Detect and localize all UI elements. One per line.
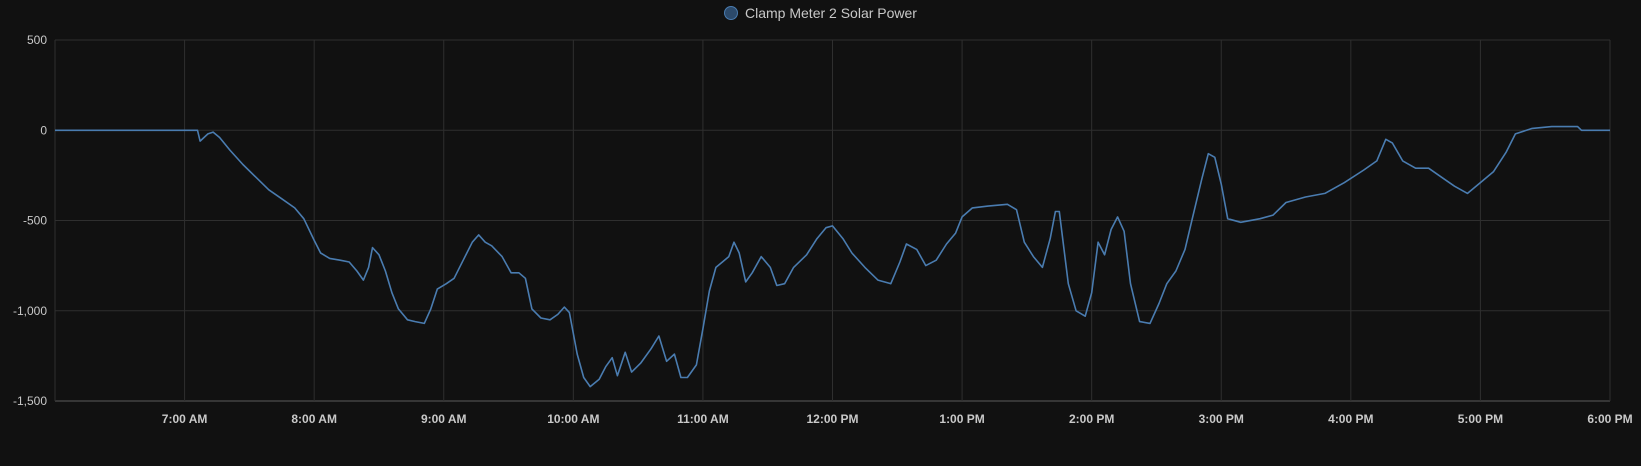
x-tick-label: 5:00 PM	[1458, 412, 1503, 426]
x-tick-label: 7:00 AM	[162, 412, 208, 426]
x-tick-label: 12:00 PM	[806, 412, 858, 426]
series-line	[55, 125, 1610, 388]
x-tick-label: 9:00 AM	[421, 412, 467, 426]
legend-label[interactable]: Clamp Meter 2 Solar Power	[745, 5, 917, 21]
x-tick-label: 11:00 AM	[677, 412, 729, 426]
x-tick-label: 6:00 PM	[1587, 412, 1632, 426]
x-tick-label: 8:00 AM	[291, 412, 337, 426]
x-tick-label: 4:00 PM	[1328, 412, 1373, 426]
y-tick-label: -500	[23, 214, 47, 228]
x-tick-label: 10:00 AM	[547, 412, 599, 426]
legend: Clamp Meter 2 Solar Power	[0, 5, 1641, 21]
x-tick-label: 3:00 PM	[1199, 412, 1244, 426]
x-tick-label: 2:00 PM	[1069, 412, 1114, 426]
legend-swatch[interactable]	[724, 6, 739, 20]
y-tick-label: -1,000	[13, 304, 47, 318]
y-tick-label: 0	[40, 123, 47, 137]
y-tick-label: 500	[27, 33, 47, 47]
y-tick-label: -1,500	[13, 394, 47, 408]
x-tick-label: 1:00 PM	[939, 412, 984, 426]
